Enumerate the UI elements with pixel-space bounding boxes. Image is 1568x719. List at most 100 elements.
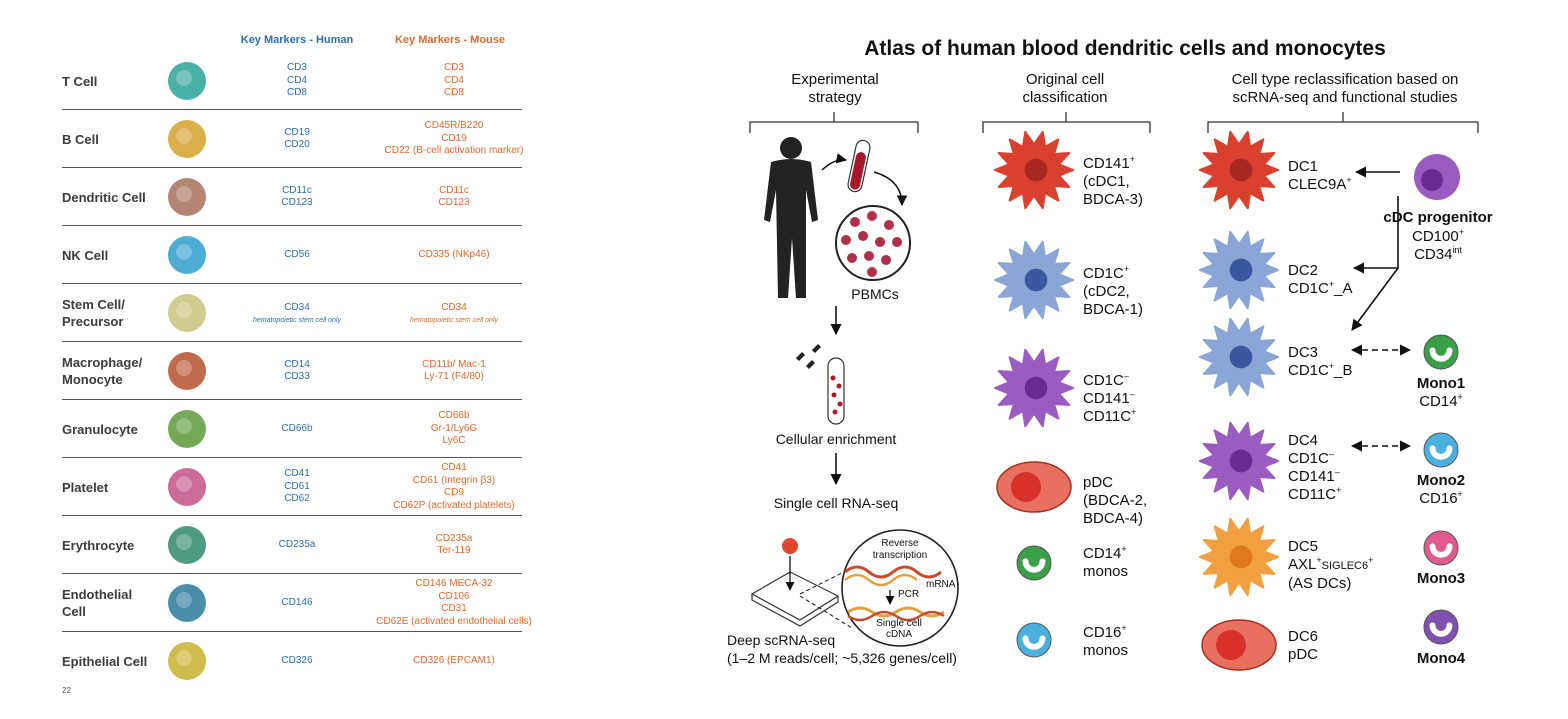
original-label-line: (BDCA-2, [1083,492,1147,510]
cell-type-name-line1: Granulocyte [62,421,138,437]
original-label-line: CD1C– [1083,372,1136,390]
original-label-line: CD141+ [1083,155,1143,173]
human-markers: CD326 [232,655,362,668]
original-label-line: monos [1083,563,1128,581]
arrow-to-pbmcs [873,171,908,207]
reclass-label-dc6: DC6 pDC [1288,628,1318,664]
original-label-line: pDC [1083,474,1147,492]
original-label-line: CD16+ [1083,624,1128,642]
col1-header-line1: Experimental [791,71,879,88]
human-marker: CD3 [286,62,307,74]
mouse-marker: CD41 [441,462,467,473]
mouse-marker: CD66b [438,410,470,422]
cell-dc-cd1c-icon [993,240,1075,320]
cdna-label: Single cell cDNA [866,618,932,640]
original-label-sup: + [1129,154,1135,164]
table-row: NK Cell CD56 CD335 (NKp46) [62,226,522,284]
human-markers: CD235a [232,539,362,552]
table-row: Granulocyte CD66b CD66b Gr-1/Ly6G Ly6C [62,400,522,458]
table-row: Platelet CD41 CD61 CD62 CD41 CD61 (Integrin β… [62,458,522,516]
atlas-title: Atlas of human blood dendritic cells and… [864,37,1386,60]
mouse-marker: CD8 [443,87,464,99]
cell-image [168,526,206,564]
reclass-label-line: DC1 [1288,158,1352,176]
table-row: Macrophage/Monocyte CD14 CD33 CD11b/ Mac-1 L… [62,342,522,400]
cell-type-name: Epithelial Cell [62,653,147,670]
human-marker: CD19 [284,126,310,138]
mouse-marker: Ter-119 [437,545,471,556]
original-class-label: CD141+ (cDC1, BDCA-3) [1083,155,1143,209]
mono-label-1: Mono1 CD14+ [1400,375,1482,411]
reclass-label-text: CD1C [1288,362,1329,379]
marker-table: Key Markers - Human Key Markers - Mouse … [0,0,560,719]
reclass-label-text: DC6 [1288,628,1319,645]
mouse-markers: CD34 hematopoietic stem cell only [374,302,534,327]
reclass-label-text: pDC [1288,646,1319,663]
original-label-line: BDCA-3) [1083,191,1143,209]
mono-label-3: Mono3 [1400,570,1482,588]
human-marker: CD56 [284,248,310,260]
reclass-label-sup2: + [1368,555,1374,565]
cell-dc3-icon [1198,317,1280,397]
mouse-marker: Gr-1/Ly6G [430,422,478,434]
human-marker: CD326 [281,654,313,666]
reclass-label-text: (AS DCs) [1288,575,1352,592]
cell-type-name: Dendritic Cell [62,189,146,206]
reclass-label-text: DC5 [1288,538,1319,555]
mouse-marker: CD123 [438,197,470,208]
reclass-label-text: CD11C [1288,486,1337,503]
col2-header-line1: Original cell [1025,71,1105,88]
reclass-label-line: AXL+SIGLEC6+ [1288,556,1373,575]
mono-marker-sup: + [1457,392,1463,402]
original-class-label: CD14+ monos [1083,545,1128,581]
reclass-label-line: CD1C– [1288,450,1341,468]
human-marker: CD20 [284,139,310,150]
dashed-line-b [799,595,853,629]
table-row: Epithelial Cell CD326 CD326 (EPCAM1) [62,632,522,690]
mouse-marker: Ly-71 (F4/80) [424,371,484,382]
mono-name: Mono3 [1416,570,1466,587]
cell-mono2-icon [1423,432,1459,468]
cell-type-name-line2: Precursor [62,314,124,329]
cell-dc5-icon [1198,517,1280,597]
row-divider [62,283,522,284]
human-marker: CD41 [284,468,310,480]
original-label-text: BDCA-4) [1083,510,1144,527]
reclass-label-text: CLEC9A [1288,176,1347,193]
antibody-icon [796,344,821,369]
original-label-sup: + [1121,623,1127,633]
col1-header-line2: strategy [808,89,862,106]
cell-dc-cd141-icon [993,130,1075,210]
enrichment-label: Cellular enrichment [775,431,897,447]
mouse-marker: CD146 MECA-32 [415,578,493,589]
cell-mono1-icon [1423,334,1459,370]
mono-label-4: Mono4 [1400,650,1482,668]
mouse-marker: CD34 [441,302,467,314]
original-label-sup: + [1131,407,1137,417]
mouse-marker: CD62E (activated endothelial cells) [376,615,532,627]
reclass-label-text: DC2 [1288,262,1319,279]
reclass-label-sup: – [1334,467,1340,477]
human-markers: CD3 CD4 CD8 [232,62,362,100]
mouse-marker: CD335 (NKp46) [418,248,490,260]
reclass-label-line: DC3 [1288,344,1352,362]
deep-line2: (1–2 M reads/cell; ~5,326 genes/cell) [727,650,957,666]
row-divider [62,457,522,458]
page-number: 22 [62,686,71,695]
progenitor-s1: + [1458,227,1464,237]
progenitor-m2: CD34 [1414,246,1453,263]
mono-marker-text: CD14 [1419,393,1458,410]
human-marker: CD123 [281,197,313,208]
reclass-label-dc3: DC3 CD1C+_B [1288,344,1352,380]
bracket-col2 [982,112,1151,133]
reclass-label-dc5: DC5 AXL+SIGLEC6+ (AS DCs) [1288,538,1373,593]
row-divider [62,631,522,632]
original-label-sup: + [1123,264,1130,274]
cell-cd14-mono-icon [1016,545,1052,581]
reclass-label-line: DC5 [1288,538,1373,556]
mouse-markers: CD3 CD4 CD8 [374,62,534,100]
header-mouse: Key Markers - Mouse [394,34,506,46]
original-label-text: CD14 [1083,545,1122,562]
cell-dc6-icon [1201,619,1277,671]
cell-dc4-icon [1198,421,1280,501]
